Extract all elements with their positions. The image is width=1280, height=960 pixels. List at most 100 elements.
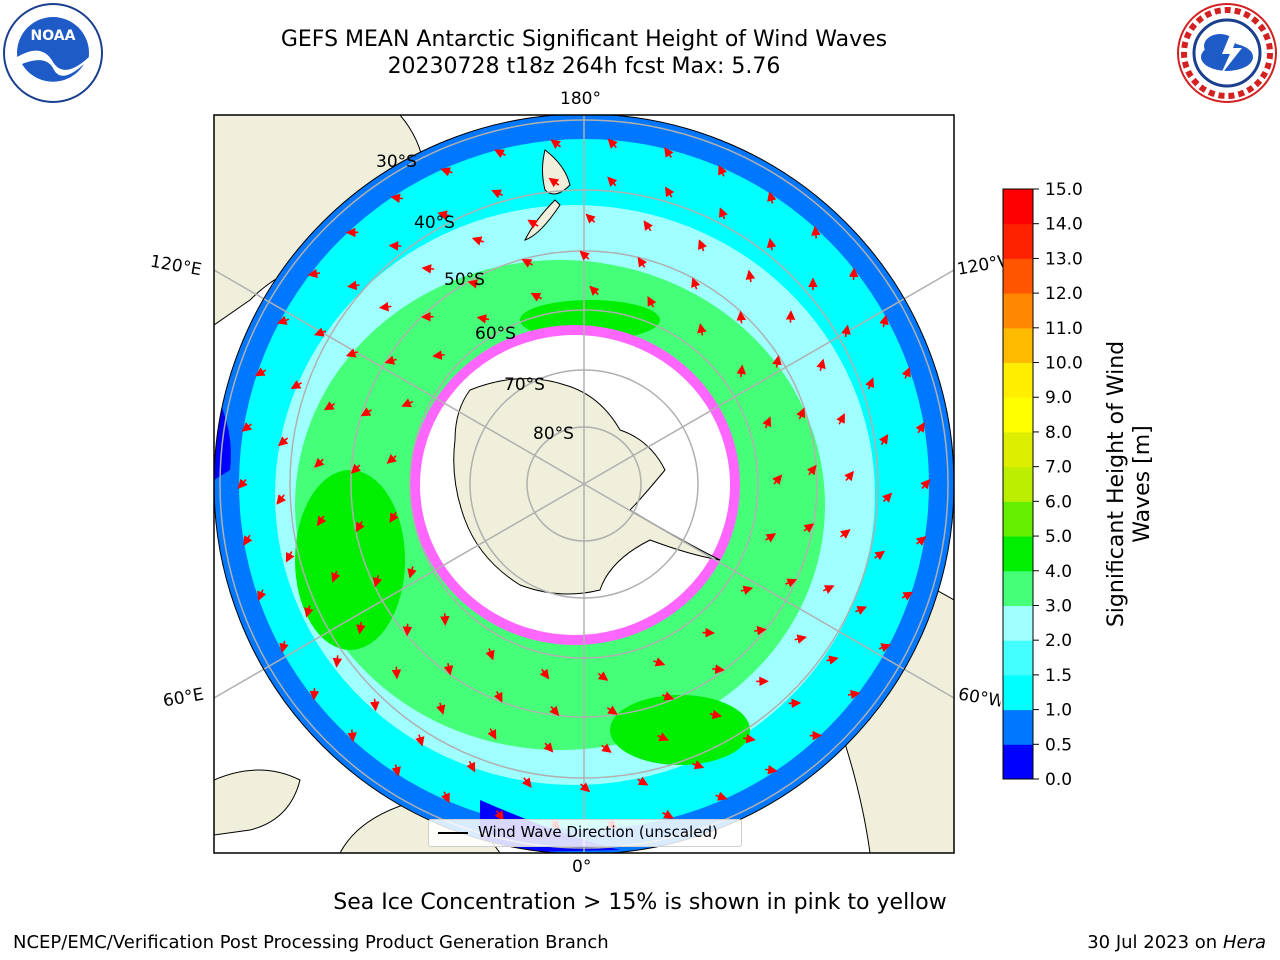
wave-direction-arrow [331, 570, 341, 583]
colorbar-ticks: 0.0 0.5 1.0 1.5 2.0 3.0 4.0 5.0 6.0 7.0 8.0 9.0 10.0… [1033, 180, 1083, 790]
wave-direction-arrow [237, 478, 248, 489]
colorbar-segment [1003, 293, 1033, 329]
wave-direction-arrow [491, 189, 504, 199]
wave-direction-arrow [826, 655, 839, 665]
lon-label-0: 0° [572, 857, 592, 877]
colorbar [1002, 188, 1034, 780]
legend-label: Wind Wave Direction (unscaled) [478, 823, 718, 841]
wave-direction-arrow [697, 323, 707, 336]
wave-direction-arrow [607, 176, 618, 187]
wave-direction-arrow [664, 147, 674, 158]
wave-direction-arrow [347, 729, 357, 743]
wave-direction-arrow [476, 314, 490, 324]
wave-direction-arrow [712, 664, 725, 674]
colorbar-segment [1003, 431, 1033, 468]
wave-direction-arrow [391, 764, 401, 777]
colorbar-tick-label: 11.0 [1045, 319, 1083, 339]
wave-direction-arrow [841, 324, 851, 338]
legend-line-sample [438, 832, 468, 834]
madagascar-landmass [214, 769, 301, 836]
wave-direction-arrow [550, 139, 562, 149]
colorbar-tick-label: 12.0 [1045, 284, 1083, 304]
footer-date: 30 Jul 2023 on Hera [1087, 932, 1266, 953]
wave-direction-arrow [530, 292, 543, 302]
colorbar-tick-label: 4.0 [1045, 562, 1072, 582]
wave-direction-arrow [662, 691, 675, 701]
wave-direction-arrow [915, 422, 925, 434]
wave-direction-arrow [794, 634, 807, 644]
wave-direction-arrow [606, 705, 618, 715]
wave-direction-arrow [796, 407, 806, 420]
wave-direction-arrow [718, 207, 728, 220]
wave-direction-arrow [437, 210, 450, 220]
sea-ice-caption: Sea Ice Concentration > 15% is shown in … [333, 890, 947, 915]
wave-direction-arrow [440, 167, 453, 177]
wave-direction-arrow [844, 470, 855, 482]
lat-label-70s: 70°S [504, 375, 545, 395]
wave-direction-arrow [765, 533, 777, 543]
wave-direction-arrow [745, 269, 756, 283]
chart-title-line1: GEFS MEAN Antarctic Significant Height o… [280, 27, 888, 52]
wave-direction-arrow [736, 310, 747, 324]
wave-direction-arrow [806, 464, 817, 476]
wave-direction-arrow [241, 422, 253, 432]
wave-direction-arrow [487, 728, 497, 740]
wave-direction-arrow [466, 760, 476, 773]
wave-direction-arrow [378, 301, 392, 312]
wave-band-4.0-west [295, 470, 405, 650]
wave-direction-arrow [386, 454, 398, 464]
wave-direction-arrow [579, 250, 590, 261]
wave-direction-arrow [803, 523, 815, 533]
colorbar-segment [1003, 189, 1033, 225]
lon-label-180: 180° [560, 89, 601, 109]
wave-direction-arrow [920, 479, 931, 490]
colorbar-tick-label: 2.0 [1045, 631, 1072, 651]
colorbar-segment [1003, 258, 1033, 294]
wave-direction-arrow [350, 463, 362, 474]
wave-direction-arrow [740, 585, 754, 595]
svg-text:NOAA: NOAA [31, 28, 76, 44]
colorbar-tick-label: 13.0 [1045, 249, 1083, 269]
wave-direction-arrow [901, 366, 911, 379]
wave-direction-arrow [811, 225, 821, 239]
wave-band-4.0-south [610, 695, 750, 765]
wave-direction-arrow [662, 809, 674, 819]
wave-direction-arrow [585, 213, 596, 224]
wave-direction-arrow [874, 550, 886, 561]
wave-direction-arrow [276, 494, 287, 505]
colorbar-segment [1003, 640, 1033, 676]
wave-direction-arrow [715, 791, 728, 801]
wave-direction-arrow [743, 733, 756, 744]
wave-direction-arrow [882, 492, 893, 503]
wave-direction-arrow [879, 314, 889, 328]
wave-direction-arrow [915, 536, 927, 546]
footer-branch: NCEP/EMC/Verification Post Processing Pr… [13, 932, 609, 953]
wave-direction-arrow [356, 621, 366, 635]
wave-direction-arrow [370, 698, 380, 712]
wave-direction-arrow [767, 191, 777, 204]
wave-direction-arrow [323, 401, 336, 411]
wave-direction-arrow [816, 358, 826, 372]
wave-direction-arrow [653, 657, 666, 667]
wave-direction-arrow [521, 777, 532, 788]
wave-direction-arrow [664, 186, 675, 198]
wave-direction-arrow [840, 529, 851, 539]
wave-direction-arrow [754, 625, 767, 636]
wave-direction-arrow [257, 589, 267, 602]
wave-direction-arrow [494, 810, 504, 821]
wave-direction-arrow [878, 643, 891, 653]
wave-direction-arrow [736, 364, 747, 378]
wave-direction-arrow [549, 705, 560, 717]
wave-direction-arrow [822, 585, 835, 594]
new-zealand-landmass [524, 149, 571, 241]
colorbar-tick-label: 1.5 [1045, 666, 1072, 686]
wave-direction-arrow [589, 285, 600, 296]
colorbar-tick-label: 8.0 [1045, 423, 1072, 443]
wave-direction-arrow [879, 434, 889, 446]
wave-direction-arrow [493, 691, 503, 703]
wave-direction-arrow [847, 689, 861, 700]
wave-direction-arrow [521, 259, 534, 268]
wave-direction-arrow [388, 241, 402, 251]
wave-direction-arrow [389, 511, 399, 524]
